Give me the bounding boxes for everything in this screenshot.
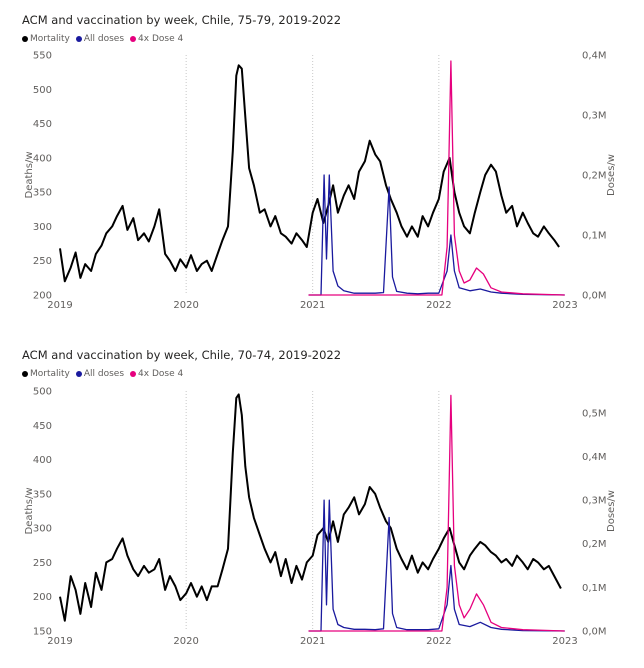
chart-plot: 2019 2020 2021 2022 2023 150 200 250 300 350 400 45…: [24, 387, 617, 648]
legend-item: All doses: [75, 369, 125, 379]
y-tick-label: 250: [33, 256, 52, 267]
y2-axis-label: Doses/w: [606, 154, 617, 196]
y-tick-label: 400: [33, 153, 52, 164]
y-tick-label: 200: [33, 592, 52, 603]
y-tick-label: 550: [33, 51, 52, 62]
series-line-4x-dose-4: [308, 394, 565, 632]
series-line-all-doses: [308, 174, 565, 296]
y2-tick-label: 0,4M: [582, 51, 607, 62]
y2-tick-label: 0,1M: [582, 231, 607, 242]
y2-tick-label: 0,2M: [582, 171, 607, 182]
legend-swatch: [75, 36, 82, 42]
legend: Mortality All doses 4x Dose 4: [22, 34, 183, 44]
legend-swatch: [130, 36, 137, 42]
y-tick-label: 200: [33, 291, 52, 302]
y-tick-label: 450: [33, 421, 52, 432]
legend: Mortality All doses 4x Dose 4: [22, 369, 183, 379]
x-tick-label: 2019: [47, 636, 72, 647]
x-tick-label: 2021: [300, 636, 325, 647]
series-line-mortality: [59, 64, 560, 283]
legend-item: 4x Dose 4: [130, 369, 183, 379]
chart-plot: 2019 2020 2021 2022 2023 200 250 300 350 400 450 50…: [24, 51, 617, 312]
y-tick-label: 500: [33, 85, 52, 96]
y-axis-label: Deaths/w: [24, 152, 35, 199]
y-tick-label: 300: [33, 524, 52, 535]
legend-item: Mortality: [22, 369, 70, 379]
y-tick-label: 450: [33, 119, 52, 130]
series-line-mortality: [59, 393, 562, 622]
x-tick-label: 2023: [552, 300, 577, 311]
y2-tick-label: 0,4M: [582, 452, 607, 463]
legend-label: 4x Dose 4: [138, 369, 184, 379]
legend-swatch: [130, 371, 137, 377]
y2-tick-label: 0,0M: [582, 291, 607, 302]
series-line-all-doses: [308, 499, 565, 632]
y-tick-label: 250: [33, 558, 52, 569]
y-axis-label: Deaths/w: [24, 488, 35, 535]
legend-swatch: [22, 371, 28, 377]
x-tick-label: 2023: [552, 636, 577, 647]
y-tick-label: 150: [33, 627, 52, 638]
legend-item: All doses: [75, 34, 125, 44]
chart-title: ACM and vaccination by week, Chile, 75-7…: [22, 13, 342, 27]
x-tick-label: 2020: [173, 636, 198, 647]
y2-tick-label: 0,2M: [582, 539, 607, 550]
x-tick-label: 2022: [426, 636, 451, 647]
x-tick-label: 2020: [173, 300, 198, 311]
x-tick-label: 2021: [300, 300, 325, 311]
y2-tick-label: 0,5M: [582, 408, 607, 419]
legend-swatch: [75, 371, 82, 377]
series-line-4x-dose-4: [308, 60, 565, 296]
legend-label: All doses: [83, 34, 125, 44]
y-tick-label: 500: [33, 387, 52, 398]
legend-label: Mortality: [30, 369, 70, 379]
legend-swatch: [22, 36, 28, 42]
y2-axis-label: Doses/w: [606, 490, 617, 532]
y-tick-label: 400: [33, 455, 52, 466]
legend-label: 4x Dose 4: [138, 34, 184, 44]
x-tick-label: 2019: [47, 300, 72, 311]
y-tick-label: 350: [33, 188, 52, 199]
chart-panel-2: ACM and vaccination by week, Chile, 70-7…: [0, 336, 644, 668]
y-tick-label: 300: [33, 222, 52, 233]
legend-item: Mortality: [22, 34, 70, 44]
legend-label: Mortality: [30, 34, 70, 44]
y2-tick-label: 0,3M: [582, 111, 607, 122]
legend-label: All doses: [83, 369, 125, 379]
y2-tick-label: 0,1M: [582, 583, 607, 594]
y2-tick-label: 0,0M: [582, 627, 607, 638]
chart-title: ACM and vaccination by week, Chile, 70-7…: [22, 348, 342, 362]
y2-tick-label: 0,3M: [582, 496, 607, 507]
chart-panel-1: ACM and vaccination by week, Chile, 75-7…: [0, 0, 644, 320]
y-tick-label: 350: [33, 489, 52, 500]
legend-item: 4x Dose 4: [130, 34, 183, 44]
x-tick-label: 2022: [426, 300, 451, 311]
